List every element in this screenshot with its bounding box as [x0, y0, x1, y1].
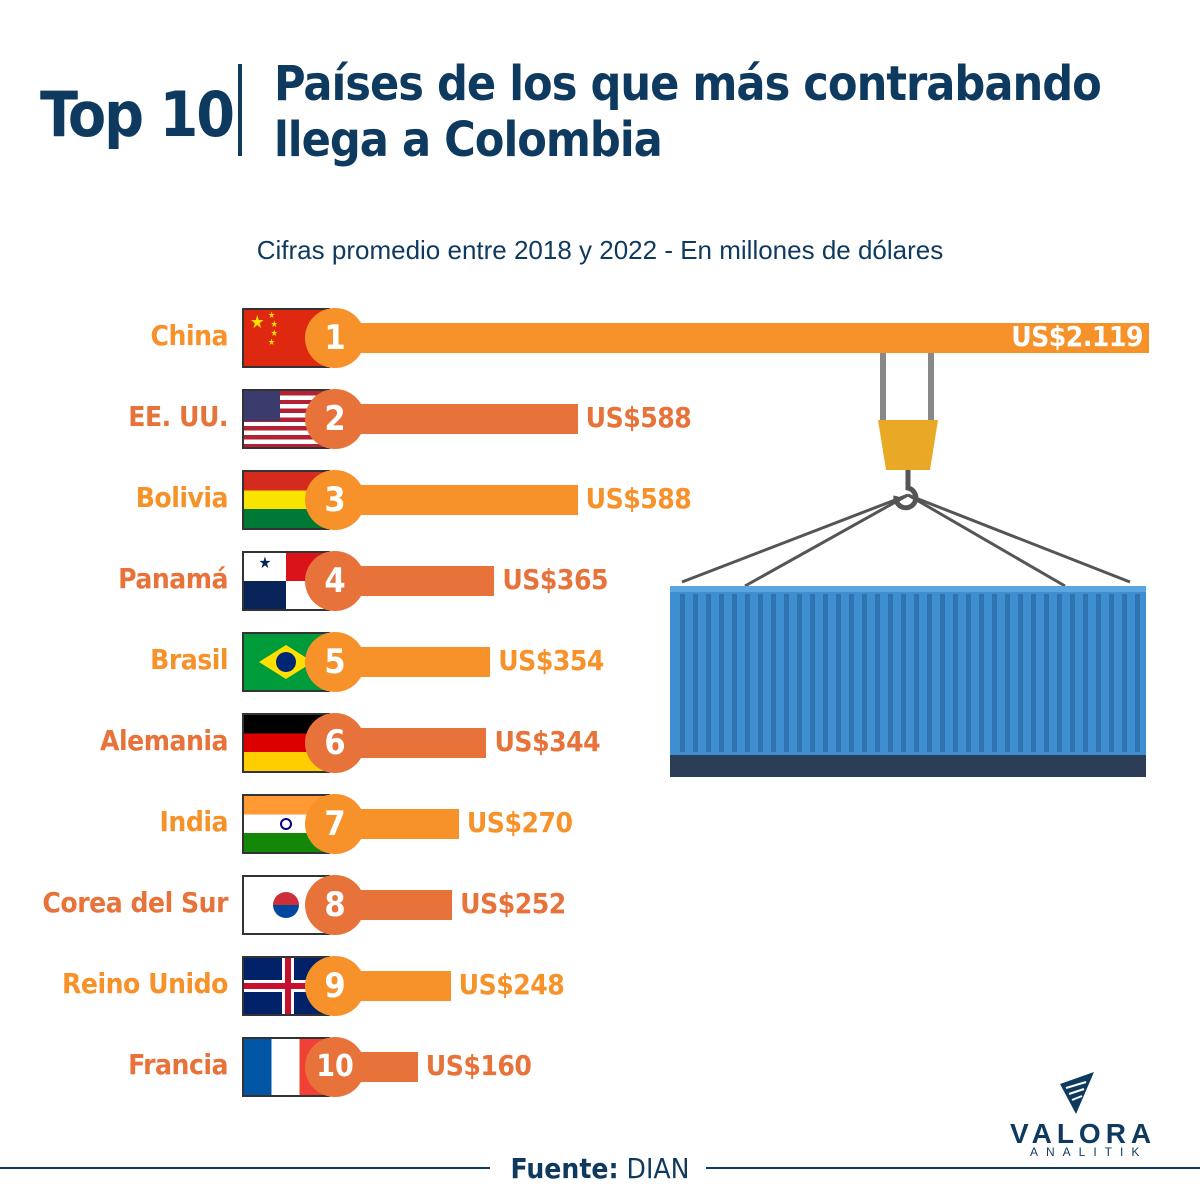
crane-hook	[893, 470, 919, 511]
country-label: Brasil	[150, 643, 228, 676]
rank-badge: 7	[305, 794, 365, 854]
container-rib	[849, 594, 854, 752]
title-line-2: llega a Colombia	[274, 112, 663, 168]
container-rib	[1005, 594, 1010, 752]
crane-hook-block	[878, 420, 938, 470]
value-label: US$588	[585, 482, 692, 515]
crane-cable-right	[928, 350, 934, 420]
container-rib	[745, 594, 750, 752]
container-rib	[966, 594, 971, 752]
container-rib	[862, 594, 867, 752]
valora-logo-icon	[1060, 1072, 1094, 1114]
value-label: US$354	[498, 644, 604, 677]
rank-badge: 4	[305, 551, 365, 611]
rank-badge: 1	[305, 308, 365, 368]
country-label: Panamá	[118, 562, 228, 595]
container-rib	[888, 594, 893, 752]
chart-title: Países de los que más contrabando llega …	[274, 56, 1102, 168]
country-label: Bolivia	[135, 481, 229, 514]
container-rib	[836, 594, 841, 752]
container-rib	[732, 594, 737, 752]
container-rib	[992, 594, 997, 752]
container-rib	[706, 594, 711, 752]
country-label: Alemania	[99, 724, 229, 757]
chart-subtitle: Cifras promedio entre 2018 y 2022 - En m…	[256, 235, 944, 265]
container-rib	[1070, 594, 1075, 752]
container-rib	[758, 594, 763, 752]
container-rib	[875, 594, 880, 752]
container-rib	[810, 594, 815, 752]
container-rib	[901, 594, 906, 752]
container-rib	[693, 594, 698, 752]
container-rib	[771, 594, 776, 752]
rank-badge: 2	[305, 389, 365, 449]
footer-line-left	[0, 1167, 490, 1169]
container-rib	[940, 594, 945, 752]
value-label: US$248	[458, 968, 565, 1001]
country-label: Francia	[128, 1048, 228, 1081]
bar	[335, 485, 578, 515]
country-label: India	[159, 805, 229, 838]
container-rib	[797, 594, 802, 752]
value-label: US$344	[494, 725, 601, 758]
bar	[335, 323, 1150, 353]
rank-badge: 9	[305, 956, 365, 1016]
container-rib	[823, 594, 828, 752]
logo-name: VALORA	[1010, 1118, 1157, 1149]
rank-badge: 6	[305, 713, 365, 773]
country-label: Reino Unido	[62, 967, 229, 1000]
container-rib	[1135, 594, 1140, 752]
crane-cable-left	[880, 350, 886, 420]
country-label: Corea del Sur	[42, 886, 228, 919]
source-note: Fuente: DIAN	[510, 1152, 690, 1185]
value-label: US$2.119	[1011, 320, 1143, 353]
container-illustration	[670, 350, 1146, 777]
value-label: US$588	[585, 401, 692, 434]
value-label: US$365	[502, 563, 609, 596]
country-label: EE. UU.	[128, 400, 228, 433]
container-rib	[1057, 594, 1062, 752]
rank-badge: 5	[305, 632, 365, 692]
value-label: US$270	[466, 806, 573, 839]
bar	[335, 404, 578, 434]
footer-line-right	[706, 1167, 1200, 1169]
container-rib	[927, 594, 932, 752]
container-rib	[953, 594, 958, 752]
container-rib	[1096, 594, 1101, 752]
container-rib	[1122, 594, 1127, 752]
container-rib	[1018, 594, 1023, 752]
title-divider	[238, 64, 242, 156]
rank-badge: 3	[305, 470, 365, 530]
container-rib	[979, 594, 984, 752]
container-rib	[1083, 594, 1088, 752]
container-rib	[784, 594, 789, 752]
title-line-1: Países de los que más contrabando	[274, 56, 1102, 112]
rank-badge: 10	[305, 1037, 365, 1097]
title-top10: Top 10	[40, 78, 235, 151]
logo-sub: ANALITIK	[1030, 1145, 1148, 1159]
container-rib	[1109, 594, 1114, 752]
value-label: US$160	[425, 1049, 532, 1082]
country-label: China	[150, 319, 229, 352]
container-rib	[719, 594, 724, 752]
container-rib	[1044, 594, 1049, 752]
container-rib	[914, 594, 919, 752]
rank-badge: 8	[305, 875, 365, 935]
container-rib	[1031, 594, 1036, 752]
container-rib	[680, 594, 685, 752]
value-label: US$252	[460, 887, 566, 920]
